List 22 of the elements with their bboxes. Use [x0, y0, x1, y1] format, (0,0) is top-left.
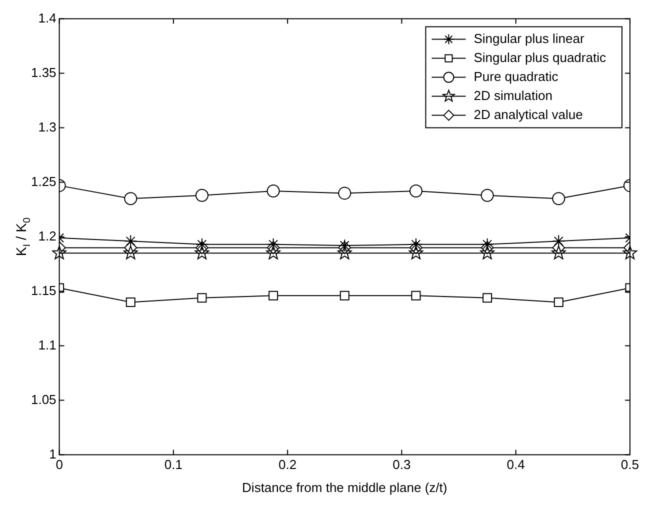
y-axis-title: KI / K0	[12, 217, 33, 256]
legend-label: Singular plus linear	[474, 30, 585, 46]
x-tick-label: 0	[56, 457, 63, 472]
legend-label: Pure quadratic	[474, 68, 559, 84]
x-tick-label: 0.4	[506, 457, 525, 472]
x-tick-label: 0.5	[620, 457, 640, 472]
legend-label: Singular plus quadratic	[474, 50, 606, 65]
x-axis-title: Distance from the middle plane (z/t)	[242, 480, 448, 495]
legend-label: 2D simulation	[474, 88, 552, 103]
y-tick-label: 1.4	[38, 10, 56, 26]
x-tick-label: 0.1	[164, 457, 182, 472]
y-tick-label: 1.05	[30, 392, 56, 407]
y-tick-label: 1.1	[38, 337, 56, 352]
y-tick-label: 1.25	[30, 174, 56, 189]
y-tick-label: 1.2	[38, 228, 56, 244]
x-tick-label: 0.2	[278, 457, 297, 472]
y-tick-label: 1.15	[30, 282, 56, 298]
legend-label: 2D analytical value	[474, 106, 583, 122]
y-tick-label: 1	[49, 446, 56, 462]
y-tick-label: 1.35	[30, 64, 56, 80]
x-tick-label: 0.3	[392, 457, 411, 472]
y-tick-label: 1.3	[38, 119, 56, 134]
